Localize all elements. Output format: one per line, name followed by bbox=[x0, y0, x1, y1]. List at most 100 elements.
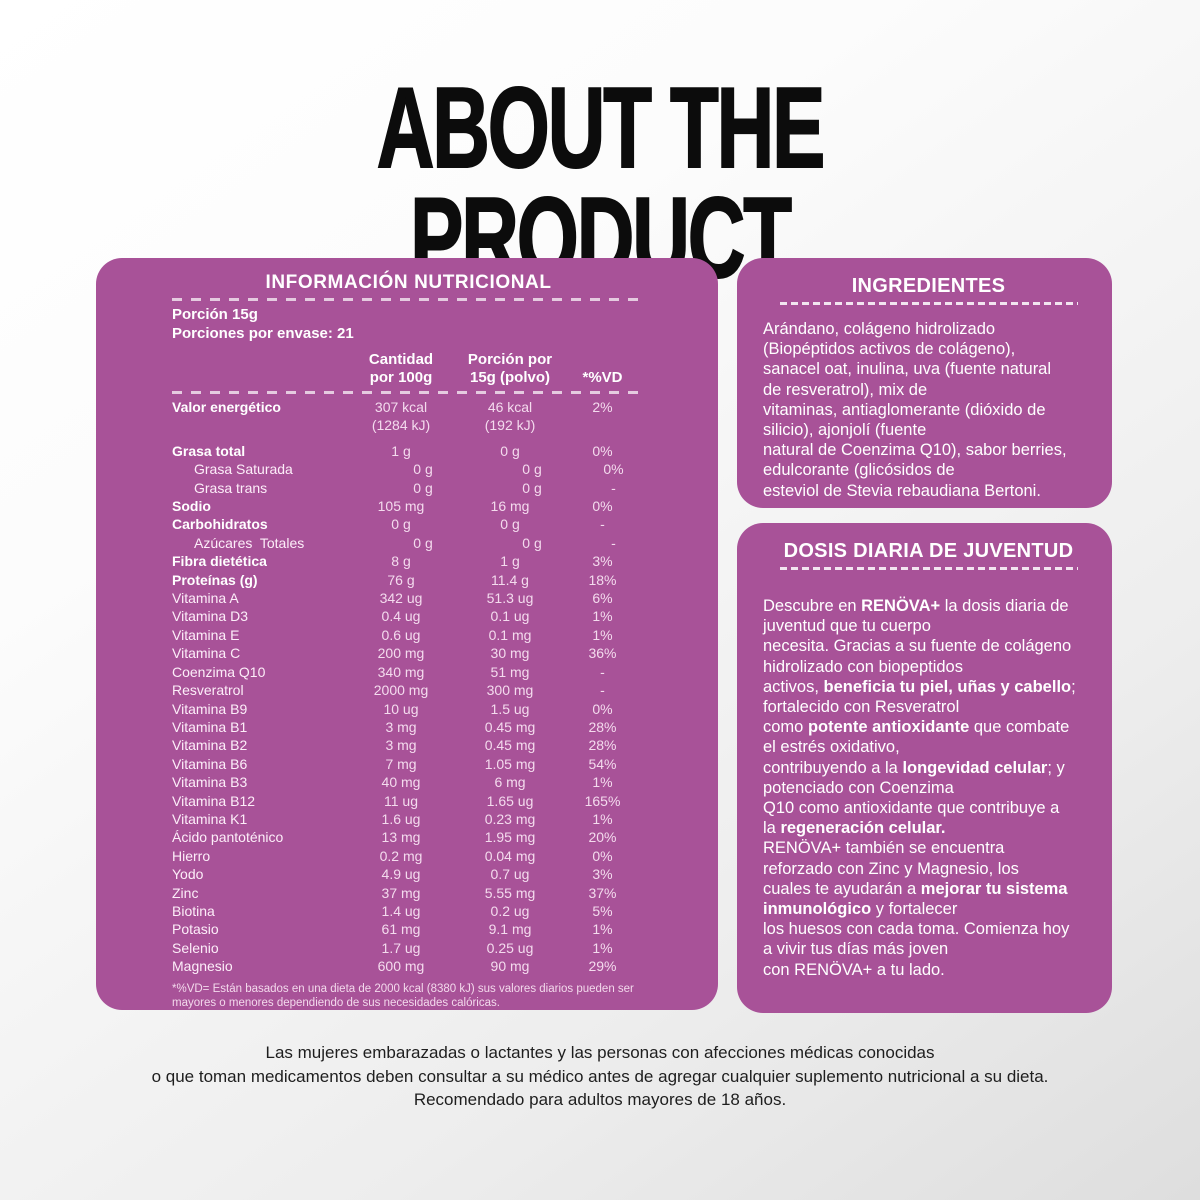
nutrition-row: Zinc 37 mg 5.55 mg 37% bbox=[172, 884, 645, 902]
nutrition-cell-v15: 46 kcal (192 kJ) bbox=[484, 399, 536, 434]
nutrition-cell-label: Vitamina B9 bbox=[172, 700, 248, 717]
nutrition-cell-label: Vitamina B1 bbox=[172, 718, 248, 735]
nutrition-cell-v15: 51 mg bbox=[490, 663, 530, 680]
nutrition-rows: Valor energético 307 kcal (1284 kJ) 46 kca… bbox=[172, 398, 645, 976]
nutrition-cell-label: Vitamina B2 bbox=[172, 737, 248, 754]
nutrition-cell-v100: 0.6 ug bbox=[381, 626, 421, 643]
nutrition-cell-vd: - bbox=[600, 516, 605, 533]
nutrition-cell-label: Magnesio bbox=[172, 958, 233, 975]
nutrition-header-divider bbox=[172, 391, 645, 394]
nutrition-cell-label: Selenio bbox=[172, 939, 219, 956]
nutrition-cell-label: Sodio bbox=[172, 498, 211, 515]
nutrition-cell-v100: 307 kcal (1284 kJ) bbox=[371, 399, 431, 434]
nutrition-cell-vd: 6% bbox=[592, 590, 613, 607]
nutrition-table-header: Cantidad por 100g Porción por 15g (polvo… bbox=[172, 351, 645, 387]
nutrition-cell-vd: 1% bbox=[592, 626, 613, 643]
nutrition-cell-vd: 28% bbox=[588, 718, 617, 735]
nutrition-cell-v100: 600 mg bbox=[377, 958, 425, 975]
nutrition-cell-v100: 3 mg bbox=[385, 718, 417, 735]
nutrition-cell-label: Vitamina D3 bbox=[172, 608, 249, 625]
nutrition-row: Magnesio 600 mg 90 mg 29% bbox=[172, 957, 645, 975]
nutrition-cell-v15: 0.1 ug bbox=[490, 608, 530, 625]
nutrition-cell-v100: 0 g bbox=[413, 461, 433, 478]
nutrition-cell-v100: 0 g bbox=[391, 516, 411, 533]
nutrition-row: Hierro 0.2 mg 0.04 mg 0% bbox=[172, 847, 645, 865]
nutrition-row: Coenzima Q10 340 mg 51 mg - bbox=[172, 663, 645, 681]
disclaimer: Las mujeres embarazadas o lactantes y la… bbox=[0, 1041, 1200, 1112]
nutrition-cell-v100: 1.6 ug bbox=[381, 810, 421, 827]
nutrition-cell-vd: 0% bbox=[592, 700, 613, 717]
nutrition-row: Vitamina K1 1.6 ug 0.23 mg 1% bbox=[172, 810, 645, 828]
nutrition-cell-v100: 105 mg bbox=[377, 498, 425, 515]
ingredients-title: INGREDIENTES bbox=[851, 275, 1006, 297]
nutrition-cell-label: Vitamina B3 bbox=[172, 774, 248, 791]
nutrition-cell-v100: 40 mg bbox=[381, 774, 421, 791]
nutrition-cell-label: Biotina bbox=[172, 902, 215, 919]
servings-per-container: Porciones por envase: 21 bbox=[172, 325, 354, 342]
nutrition-title-divider bbox=[172, 298, 645, 301]
nutrition-cell-v100: 1 g bbox=[391, 442, 411, 459]
dosis-panel: DOSIS DIARIA DE JUVENTUD Descubre en REN… bbox=[737, 523, 1112, 1013]
dosis-text: Descubre en RENÖVA+ la dosis diaria de j… bbox=[763, 597, 1076, 979]
nutrition-cell-vd: - bbox=[611, 534, 616, 551]
nutrition-cell-v15: 51.3 ug bbox=[486, 590, 534, 607]
nutrition-cell-vd: 2% bbox=[592, 399, 613, 415]
nutrition-row: Vitamina D3 0.4 ug 0.1 ug 1% bbox=[172, 607, 645, 625]
nutrition-row: Vitamina B12 11 ug 1.65 ug 165% bbox=[172, 792, 645, 810]
nutrition-cell-v15: 16 mg bbox=[490, 498, 530, 515]
nutrition-cell-v15: 0.7 ug bbox=[490, 866, 530, 883]
nutrition-cell-label: Coenzima Q10 bbox=[172, 663, 266, 680]
nutrition-cell-label: Ácido pantoténico bbox=[172, 829, 284, 846]
nutrition-cell-vd: 29% bbox=[588, 958, 617, 975]
nutrition-cell-v100: 76 g bbox=[387, 571, 415, 588]
nutrition-cell-v15: 1.05 mg bbox=[484, 755, 536, 772]
nutrition-cell-v100: 0 g bbox=[413, 534, 433, 551]
nutrition-cell-vd: 37% bbox=[588, 884, 617, 901]
nutrition-cell-v100: 1.7 ug bbox=[381, 939, 421, 956]
disclaimer-line: Las mujeres embarazadas o lactantes y la… bbox=[265, 1043, 935, 1062]
nutrition-cell-label: Hierro bbox=[172, 847, 211, 864]
nutrition-cell-label: Vitamina B12 bbox=[172, 792, 256, 809]
page-title: ABOUT THE PRODUCT bbox=[376, 65, 826, 302]
nutrition-row: Vitamina B3 40 mg 6 mg 1% bbox=[172, 773, 645, 791]
nutrition-cell-vd: 1% bbox=[592, 939, 613, 956]
nutrition-cell-vd: - bbox=[611, 479, 616, 496]
nutrition-row: Vitamina A 342 ug 51.3 ug 6% bbox=[172, 589, 645, 607]
column-header-per-15g: Porción por 15g (polvo) bbox=[467, 351, 553, 386]
nutrition-cell-vd: 54% bbox=[588, 755, 617, 772]
nutrition-cell-vd: 0% bbox=[592, 847, 613, 864]
nutrition-cell-v100: 3 mg bbox=[385, 737, 417, 754]
nutrition-cell-label: Zinc bbox=[172, 884, 199, 901]
nutrition-cell-vd: - bbox=[600, 663, 605, 680]
ingredients-panel: INGREDIENTES Arándano, colágeno hidroliz… bbox=[737, 258, 1112, 508]
nutrition-cell-v15: 0.1 mg bbox=[488, 626, 532, 643]
nutrition-row: Vitamina B6 7 mg 1.05 mg 54% bbox=[172, 755, 645, 773]
nutrition-cell-label: Grasa total bbox=[172, 442, 246, 459]
nutrition-cell-label: Fibra dietética bbox=[172, 553, 267, 570]
serving-size: Porción 15g bbox=[172, 306, 258, 323]
nutrition-cell-label: Carbohidratos bbox=[172, 516, 268, 533]
nutrition-cell-v15: 1.95 mg bbox=[484, 829, 536, 846]
nutrition-row: Vitamina B9 10 ug 1.5 ug 0% bbox=[172, 700, 645, 718]
nutrition-cell-v100: 200 mg bbox=[377, 645, 425, 662]
nutrition-footnote: *%VD= Están basados en una dieta de 2000… bbox=[172, 982, 634, 1010]
nutrition-cell-v15: 0 g bbox=[500, 442, 520, 459]
nutrition-row: Resveratrol 2000 mg 300 mg - bbox=[172, 681, 645, 699]
nutrition-cell-label: Vitamina B6 bbox=[172, 755, 248, 772]
nutrition-cell-label: Valor energético bbox=[172, 399, 281, 415]
dosis-title: DOSIS DIARIA DE JUVENTUD bbox=[783, 540, 1074, 562]
nutrition-row: Vitamina E 0.6 ug 0.1 mg 1% bbox=[172, 626, 645, 644]
nutrition-cell-v100: 0.2 mg bbox=[379, 847, 423, 864]
nutrition-cell-v15: 5.55 mg bbox=[484, 884, 536, 901]
nutrition-cell-v100: 10 ug bbox=[383, 700, 419, 717]
nutrition-row: Grasa trans 0 g 0 g - bbox=[172, 479, 645, 497]
nutrition-cell-label: Azúcares Totales bbox=[194, 534, 305, 551]
nutrition-row: Sodio 105 mg 16 mg 0% bbox=[172, 497, 645, 515]
ingredients-text: Arándano, colágeno hidrolizado (Biopépti… bbox=[763, 320, 1067, 500]
disclaimer-line: o que toman medicamentos deben consultar… bbox=[151, 1066, 1049, 1086]
nutrition-cell-v15: 11.4 g bbox=[491, 571, 529, 588]
nutrition-cell-vd: 0% bbox=[592, 498, 613, 515]
nutrition-cell-v15: 300 mg bbox=[486, 682, 534, 699]
nutrition-cell-v15: 1.5 ug bbox=[490, 700, 530, 717]
nutrition-cell-vd: 36% bbox=[588, 645, 617, 662]
